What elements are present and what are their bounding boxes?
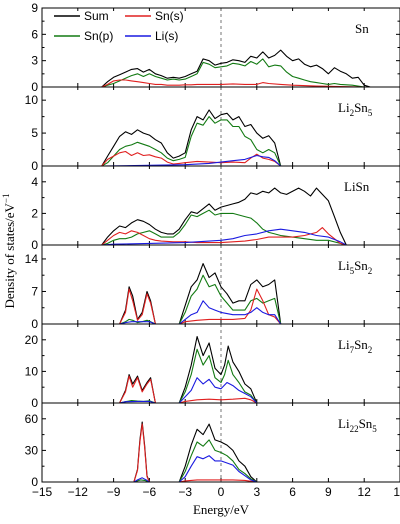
- y-tick-label: 20: [25, 333, 39, 347]
- x-tick-label: −12: [68, 485, 89, 499]
- y-tick-label: 0: [31, 159, 38, 173]
- series-sns-line: [42, 227, 400, 246]
- panel-label: Sn: [355, 21, 369, 36]
- series-snp-line: [42, 348, 400, 404]
- y-tick-label: 0: [31, 80, 38, 94]
- panel-label: Li5Sn2: [338, 258, 372, 276]
- series-sns-line: [42, 79, 400, 88]
- x-tick-label: −3: [178, 485, 192, 499]
- x-tick-label: −6: [143, 485, 157, 499]
- legend-label-sns: Sn(s): [155, 9, 184, 23]
- legend-label-lis: Li(s): [155, 29, 178, 43]
- series-lis-line: [42, 154, 400, 167]
- y-axis-label: Density of states/eV−1: [1, 194, 17, 309]
- panel-frame: [41, 402, 400, 483]
- x-tick-label: 6: [289, 485, 296, 499]
- series-lis-line: [42, 228, 400, 246]
- series-lis-line: [42, 300, 400, 325]
- x-tick-label: −9: [107, 485, 121, 499]
- series-lis-line: [42, 455, 400, 483]
- x-tick-label: 3: [253, 485, 260, 499]
- y-tick-label: 60: [25, 412, 39, 426]
- series-snp-line: [42, 58, 400, 88]
- y-tick-label: 9: [31, 1, 38, 15]
- legend-label-snp: Sn(p): [84, 29, 113, 43]
- y-tick-label: 7: [31, 284, 38, 298]
- dos-panel-1: 0 5 10 Li2Sn5: [25, 86, 400, 173]
- x-axis-label: Energy/eV: [193, 502, 250, 517]
- y-tick-label: 3: [31, 54, 38, 68]
- x-tick-label: 9: [325, 485, 332, 499]
- y-tick-label: 2: [31, 206, 38, 220]
- x-tick-label: −15: [32, 485, 53, 499]
- series-sum-line: [42, 187, 400, 246]
- legend: Sum Sn(s) Sn(p) Li(s): [54, 9, 184, 43]
- y-tick-label: 0: [31, 475, 38, 489]
- dos-panel-4: 0 10 20 Li7Sn2: [25, 323, 400, 410]
- dos-panel-5: 0 30 60 Li22Sn5: [25, 402, 400, 489]
- y-tick-label: 10: [25, 364, 39, 378]
- series-sum-line: [42, 109, 400, 167]
- series-snp-line: [42, 439, 400, 483]
- y-tick-label: 10: [25, 93, 39, 107]
- x-tick-label: 12: [358, 485, 372, 499]
- x-axis: −15 −12 −9 −6 −3 0 3 6 9 12 15: [32, 485, 400, 499]
- dos-panel-3: 0 7 14 Li5Sn2: [25, 244, 400, 331]
- panel-label: LiSn: [344, 179, 370, 194]
- series-lis-line: [42, 377, 400, 404]
- dos-panel-2: 0 2 4 LiSn: [31, 165, 400, 252]
- y-tick-label: 30: [25, 443, 39, 457]
- y-tick-label: 5: [31, 126, 38, 140]
- series-sns-line: [42, 288, 400, 325]
- y-tick-label: 0: [31, 317, 38, 331]
- y-tick-label: 0: [31, 238, 38, 252]
- y-tick-label: 14: [25, 252, 39, 266]
- x-tick-label: 0: [218, 485, 225, 499]
- series-sum-line: [42, 49, 400, 88]
- y-tick-label: 0: [31, 396, 38, 410]
- panel-label: Li22Sn5: [338, 416, 377, 434]
- x-tick-label: 15: [393, 485, 400, 499]
- legend-label-sum: Sum: [84, 9, 109, 23]
- y-tick-label: 6: [31, 27, 38, 41]
- y-tick-label: 4: [31, 175, 38, 189]
- series-sum-line: [42, 336, 400, 404]
- panel-label: Li7Sn2: [338, 337, 372, 355]
- panel-label: Li2Sn5: [338, 100, 373, 118]
- series-snp-line: [42, 116, 400, 167]
